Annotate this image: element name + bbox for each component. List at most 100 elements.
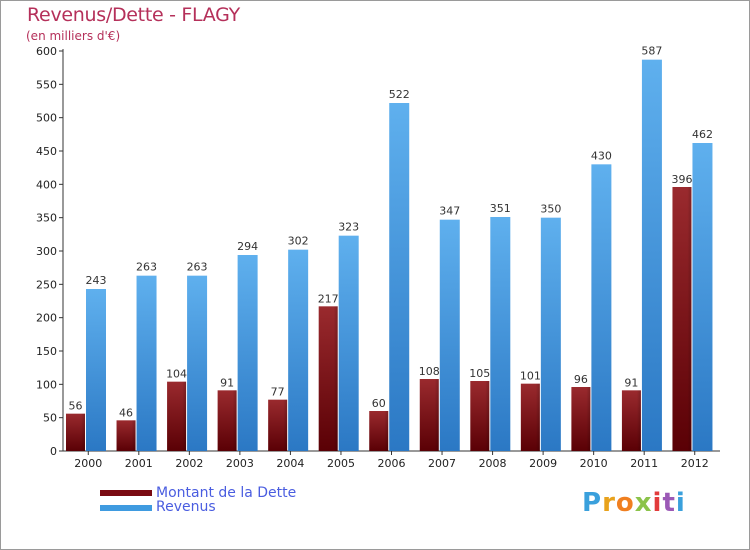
x-tick-label: 2004 [276, 457, 304, 470]
value-label-debt: 108 [419, 365, 440, 378]
y-tick-label: 450 [36, 145, 57, 158]
bar-debt [520, 383, 540, 451]
bar-debt-shade [636, 390, 641, 451]
bar-revenue [591, 164, 612, 452]
value-label-debt: 60 [372, 397, 386, 410]
bar-debt-shade [283, 399, 288, 451]
axes: 0 50 100 150 200 250 300 350 400 450 500 550 600 2000… [36, 45, 720, 470]
value-label-revenue: 462 [692, 128, 713, 141]
y-tick-label: 350 [36, 212, 57, 225]
bars-group [66, 59, 713, 452]
bar-debt [621, 390, 641, 451]
bar-revenue [490, 217, 511, 451]
x-tick-label: 2005 [327, 457, 355, 470]
bar-debt-shade [687, 187, 692, 451]
brand-letter: o [615, 488, 635, 518]
brand-letter: P [582, 488, 603, 518]
value-label-debt: 101 [520, 370, 541, 383]
bar-debt-shade [434, 379, 439, 451]
value-label-debt: 105 [469, 367, 490, 380]
bar-revenue [187, 275, 208, 451]
bar-revenue [439, 219, 460, 451]
bar-revenue [338, 235, 359, 451]
legend-label-revenue: Revenus [156, 499, 216, 515]
bar-revenue [86, 289, 106, 451]
y-tick-label: 100 [36, 378, 57, 391]
value-label-revenue: 263 [187, 261, 208, 274]
bar-debt-shade [182, 381, 187, 451]
value-label-revenue: 263 [136, 261, 157, 274]
bar-debt [318, 306, 338, 451]
value-labels: 56 243 46 263 104 263 91 294 77 302 217 323 60 522 108… [69, 45, 713, 420]
y-tick-label: 300 [36, 245, 57, 258]
value-label-revenue: 522 [389, 88, 410, 101]
brand-letter: i [652, 488, 663, 518]
chart-title: Revenus/Dette - FLAGY [27, 4, 240, 26]
brand-letter: r [602, 488, 616, 518]
legend-label-debt: Montant de la Dette [156, 485, 297, 501]
x-tick-label: 2010 [580, 457, 608, 470]
value-label-revenue: 351 [490, 202, 511, 215]
bar-debt-shade [485, 381, 490, 451]
x-tick-label: 2003 [226, 457, 254, 470]
bar-debt [116, 420, 136, 451]
bar-debt-shade [586, 387, 591, 451]
y-tick-label: 400 [36, 178, 57, 191]
x-tick-label: 2006 [378, 457, 406, 470]
value-label-revenue: 587 [641, 45, 662, 58]
bar-debt [571, 387, 591, 451]
bar-revenue [288, 249, 309, 451]
bar-revenue [540, 217, 561, 451]
x-tick-label: 2001 [125, 457, 153, 470]
x-tick-label: 2008 [479, 457, 507, 470]
bar-revenue [136, 275, 157, 451]
value-label-debt: 77 [271, 386, 285, 399]
bar-debt-shade [232, 390, 237, 451]
value-label-revenue: 243 [86, 274, 107, 287]
value-label-debt: 96 [574, 373, 588, 386]
value-label-debt: 56 [69, 400, 83, 413]
legend-swatch-revenue [100, 505, 152, 511]
brand-letter: t [662, 488, 676, 518]
legend-swatch-debt [100, 490, 152, 496]
x-tick-label: 2012 [681, 457, 709, 470]
bar-debt-shade [384, 411, 389, 451]
y-tick-label: 200 [36, 312, 57, 325]
x-tick-label: 2009 [529, 457, 557, 470]
value-label-debt: 217 [318, 292, 339, 305]
bar-debt-shade [333, 306, 338, 451]
y-tick-label: 600 [36, 45, 57, 58]
value-label-revenue: 430 [591, 149, 612, 162]
bar-debt [419, 379, 439, 451]
bar-debt [369, 411, 389, 451]
value-label-revenue: 302 [288, 235, 309, 248]
y-tick-label: 250 [36, 278, 57, 291]
bar-debt-shade [535, 383, 540, 451]
y-tick-label: 150 [36, 345, 57, 358]
brand-letter: i [675, 488, 686, 518]
value-label-debt: 91 [624, 376, 638, 389]
bar-debt [470, 381, 490, 451]
x-tick-label: 2002 [175, 457, 203, 470]
bar-debt [217, 390, 237, 451]
bar-debt [672, 187, 692, 451]
x-tick-label: 2011 [630, 457, 658, 470]
brand-logo: Proxiti [582, 488, 686, 518]
value-label-revenue: 347 [439, 205, 460, 218]
chart-subtitle: (en milliers d'€) [26, 29, 121, 43]
value-label-debt: 46 [119, 406, 133, 419]
bar-debt-shade [81, 413, 85, 451]
value-label-revenue: 350 [540, 203, 561, 216]
bar-debt-shade [131, 420, 136, 451]
bar-debt [268, 399, 288, 451]
value-label-debt: 104 [166, 368, 187, 381]
bar-debt [66, 413, 85, 451]
x-tick-label: 2000 [74, 457, 102, 470]
bar-revenue [692, 143, 713, 451]
y-tick-label: 50 [43, 412, 57, 425]
value-label-debt: 91 [220, 376, 234, 389]
bar-revenue [641, 59, 662, 452]
value-label-revenue: 323 [338, 221, 359, 234]
